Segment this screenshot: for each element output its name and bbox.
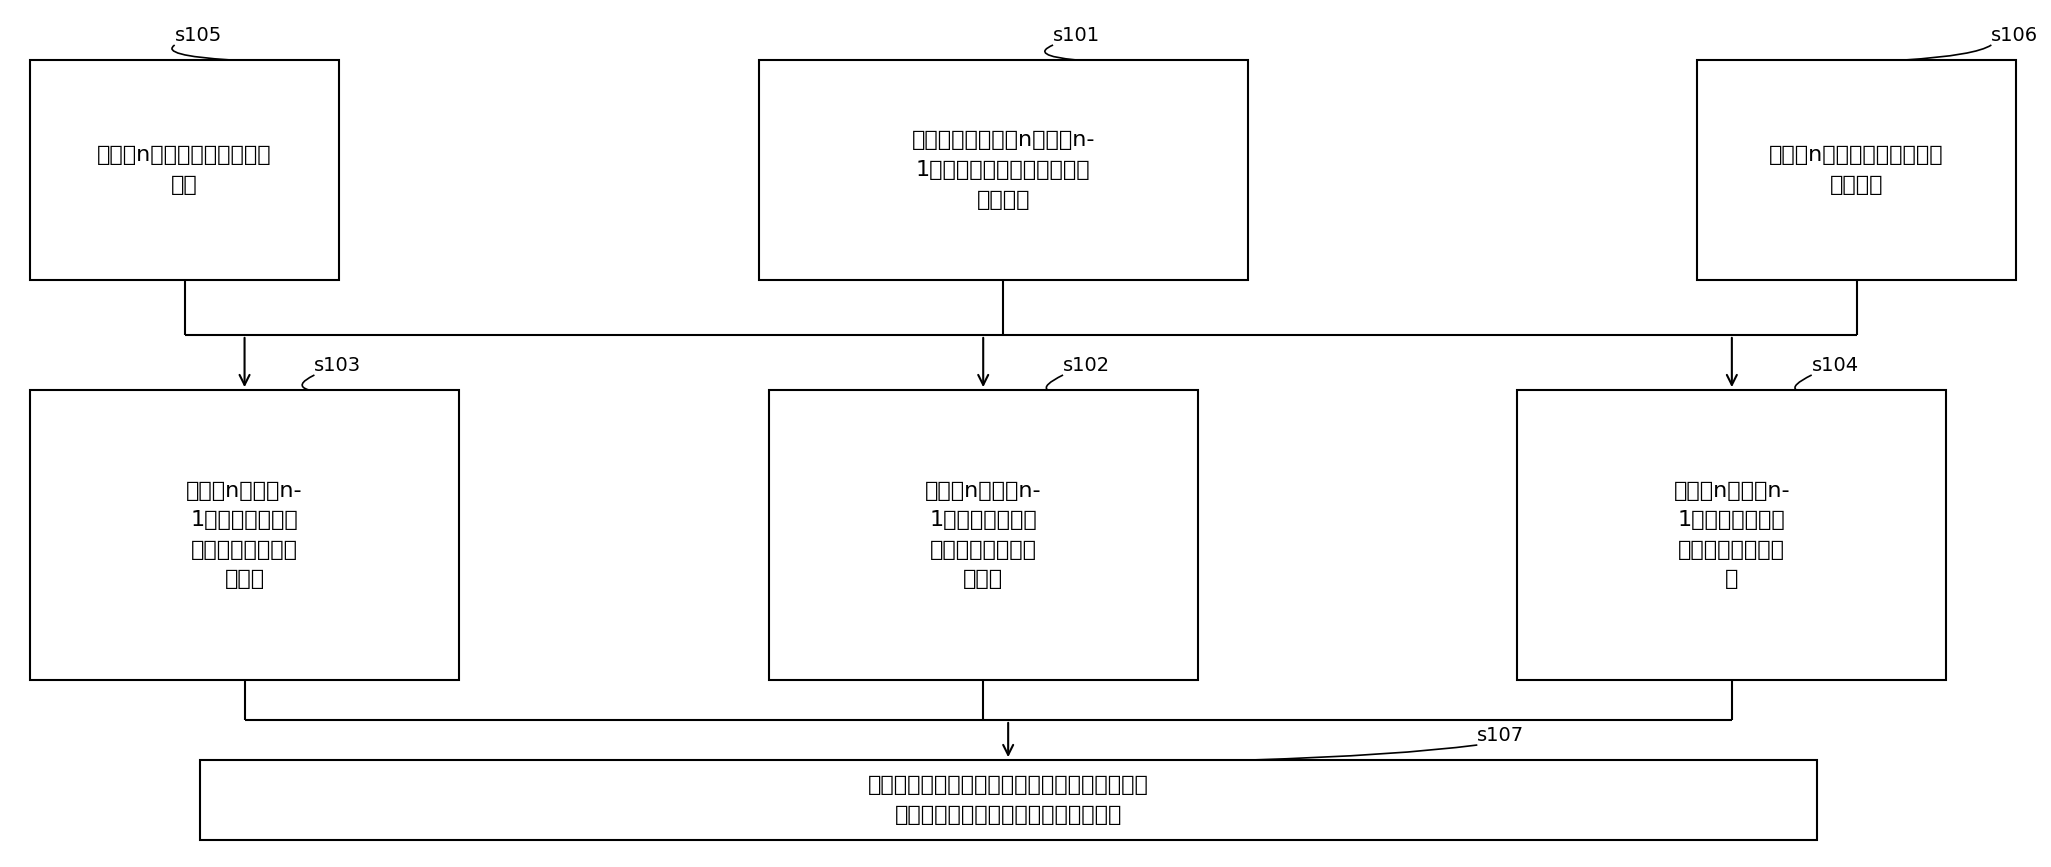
Text: s102: s102 bbox=[1062, 356, 1110, 375]
Text: s106: s106 bbox=[1992, 26, 2039, 45]
Bar bbox=[759, 60, 1247, 280]
Text: 根据第n天和第n-
1天的库存数据计
算目标元器件的库
存指数: 根据第n天和第n- 1天的库存数据计 算目标元器件的库 存指数 bbox=[187, 480, 304, 590]
Text: 获取第n天目标元器件的期货
指数: 获取第n天目标元器件的期货 指数 bbox=[96, 145, 273, 195]
Text: s104: s104 bbox=[1811, 356, 1858, 375]
Text: 计算目标元器件第n天和第n-
1天的综合价格、库存数据和
交期数据: 计算目标元器件第n天和第n- 1天的综合价格、库存数据和 交期数据 bbox=[911, 130, 1095, 210]
Text: s103: s103 bbox=[314, 356, 361, 375]
Text: s107: s107 bbox=[1477, 726, 1524, 745]
Text: 根据第n天和第n-
1天的综合价格计
算目标元器件的价
格指数: 根据第n天和第n- 1天的综合价格计 算目标元器件的价 格指数 bbox=[925, 480, 1042, 590]
Bar bbox=[769, 390, 1198, 680]
Text: 根据第n天和第n-
1天的交期计算目
标元器件的交期指
数: 根据第n天和第n- 1天的交期计算目 标元器件的交期指 数 bbox=[1674, 480, 1791, 590]
Bar bbox=[199, 760, 1817, 840]
Text: s101: s101 bbox=[1052, 26, 1099, 45]
Text: 根据价格指数、库存指数、交期指数、期货指数
和突发事件指数计算目标元器件的熵值: 根据价格指数、库存指数、交期指数、期货指数 和突发事件指数计算目标元器件的熵值 bbox=[868, 775, 1149, 825]
Bar bbox=[1518, 390, 1946, 680]
Bar bbox=[31, 60, 338, 280]
Bar bbox=[31, 390, 459, 680]
Text: 获取第n天目标元器件的突发
事件指数: 获取第n天目标元器件的突发 事件指数 bbox=[1770, 145, 1944, 195]
Text: s105: s105 bbox=[174, 26, 222, 45]
Bar bbox=[1696, 60, 2016, 280]
